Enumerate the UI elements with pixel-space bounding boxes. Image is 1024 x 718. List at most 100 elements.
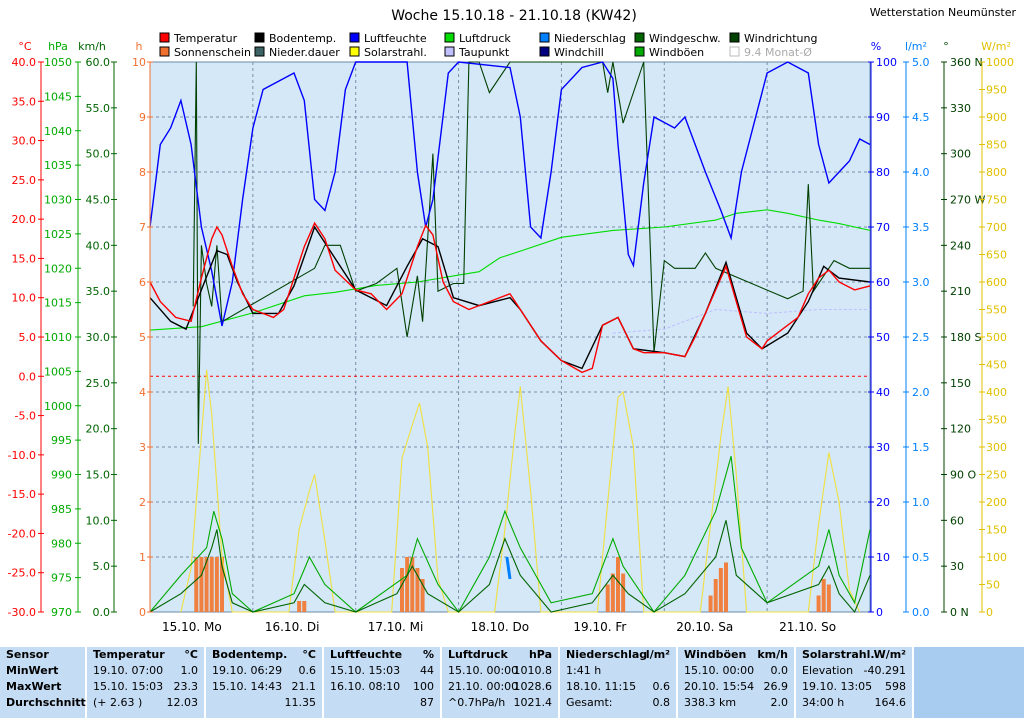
- sunshine-bar: [209, 557, 214, 612]
- axis-tick-label: 600: [986, 276, 1007, 289]
- stats-column: Windböen km/h 15.10. 00:00 0.0 20.10. 15:54 2…: [678, 647, 796, 718]
- legend-label: Nieder.dauer: [269, 46, 340, 59]
- stats-sensor-label: Sensor: [6, 648, 49, 661]
- axis-tick-label: 1050: [44, 56, 72, 69]
- axis-tick-label: 10: [132, 56, 146, 69]
- sunshine-bar: [415, 568, 420, 612]
- stats-cell-time: ^0.7hPa/h: [448, 696, 506, 709]
- axis-tick-label: 15.0: [12, 252, 37, 265]
- axis-tick-label: 850: [986, 139, 1007, 152]
- sunshine-bar: [718, 568, 723, 612]
- legend-label: Windrichtung: [744, 32, 817, 45]
- stats-cell-value: 1.0: [180, 664, 199, 677]
- series-windben: [149, 456, 871, 614]
- axis-tick-label: 40.0: [12, 56, 37, 69]
- axis-tick-label: 30: [950, 560, 964, 573]
- stats-cell-value: -40.291: [863, 664, 906, 677]
- axis-tick-label: 2.5: [912, 331, 930, 344]
- stats-cell-value: 12.03: [166, 696, 199, 709]
- stats-cell-value: 164.6: [874, 696, 907, 709]
- axis-tick-label: 7: [139, 221, 146, 234]
- legend-label: Luftdruck: [459, 32, 511, 45]
- axis-tick-label: -5.0: [15, 410, 36, 423]
- axis-tick-label: 10.0: [86, 514, 111, 527]
- axis-tick-label: 0: [876, 606, 883, 619]
- stats-cell-value: 87: [420, 696, 434, 709]
- axis-tick-label: 550: [986, 304, 1007, 317]
- axis-tick-label: 0.5: [912, 551, 930, 564]
- legend-label: Luftfeuchte: [364, 32, 427, 45]
- axis-tick-label: 100: [876, 56, 897, 69]
- axis-tick-label: 100: [986, 551, 1007, 564]
- stats-cell-time: 19.10. 07:00: [93, 664, 164, 677]
- axis-tick-label: 750: [986, 194, 1007, 207]
- axis-tick-label: 80: [876, 166, 890, 179]
- axis-tick-label: 90: [876, 111, 890, 124]
- axis-unit-direction: °: [943, 40, 949, 53]
- stats-column: Luftdruck hPa 15.10. 00:00 1010.8 21.10. 00:…: [442, 647, 560, 718]
- stats-cell-time: 18.10. 11:15: [566, 680, 637, 693]
- sunshine-bar: [194, 557, 199, 612]
- axis-tick-label: 650: [986, 249, 1007, 262]
- axis-tick-label: 4.0: [912, 166, 930, 179]
- stats-cell-value: 0.6: [298, 664, 317, 677]
- legend-label: Windchill: [554, 46, 604, 59]
- series-luftfeuchte: [149, 61, 871, 327]
- stats-cell-time: 338.3 km: [684, 696, 737, 709]
- axis-tick-label: 240: [950, 239, 971, 252]
- day-label: 15.10. Mo: [162, 620, 222, 634]
- sunshine-bar: [420, 579, 425, 612]
- stats-column: Solarstrahl. W/m² Elevation -40.291 19.10. 1…: [796, 647, 914, 718]
- axis-tick-label: 700: [986, 221, 1007, 234]
- legend-label: Taupunkt: [458, 46, 510, 59]
- axis-tick-label: 1: [139, 551, 146, 564]
- axis-tick-label: 0: [139, 606, 146, 619]
- axes: 40.035.030.025.020.015.010.05.00.0-5.0-1…: [8, 40, 1014, 619]
- stats-cell-time: 1:41 h: [566, 664, 602, 677]
- series-windgeschw: [149, 520, 871, 614]
- axis-tick-label: 35.0: [12, 95, 37, 108]
- axis-tick-label: 1015: [44, 297, 72, 310]
- axis-tick-label: 180 S: [950, 331, 981, 344]
- axis-tick-label: 50: [986, 579, 1000, 592]
- axis-tick-label: 10: [876, 551, 890, 564]
- axis-tick-label: 2: [139, 496, 146, 509]
- series-luftdruck: [149, 209, 871, 331]
- axis-tick-label: 3.5: [912, 221, 930, 234]
- stats-table: Sensor MinWert MaxWert Durchschnitt Temp…: [0, 647, 1024, 718]
- station-name: Wetterstation Neumünster: [870, 6, 1017, 19]
- stats-cell-time: Gesamt:: [566, 696, 613, 709]
- sunshine-bar: [204, 557, 209, 612]
- axis-tick-label: 210: [950, 285, 971, 298]
- axis-tick-label: 300: [986, 441, 1007, 454]
- axis-tick-label: 1045: [44, 90, 72, 103]
- stats-cell-value: 2.0: [770, 696, 789, 709]
- stats-column-title: Temperatur: [93, 648, 165, 661]
- legend-swatch: [159, 32, 170, 43]
- sunshine-bars: [194, 557, 831, 612]
- stats-cell-time: 15.10. 15:03: [330, 664, 401, 677]
- sunshine-bar: [605, 584, 610, 612]
- axis-tick-label: 150: [986, 524, 1007, 537]
- stats-column: Temperatur °C 19.10. 07:00 1.0 15.10. 15:03 2…: [87, 647, 206, 718]
- stats-column-unit: %: [422, 648, 434, 661]
- axis-tick-label: 970: [51, 606, 72, 619]
- axis-tick-label: 55.0: [86, 102, 111, 115]
- axis-unit-temp: °C: [18, 40, 32, 53]
- axis-unit-pressure: hPa: [48, 40, 68, 53]
- axis-tick-label: 1010: [44, 331, 72, 344]
- stats-cell-value: 1021.4: [513, 696, 553, 709]
- axis-tick-label: 990: [51, 469, 72, 482]
- axis-unit-sunhours: h: [136, 40, 143, 53]
- series-windrichtung: [192, 61, 870, 444]
- axis-tick-label: 120: [950, 423, 971, 436]
- axis-tick-label: 300: [950, 148, 971, 161]
- legend-swatch: [634, 32, 645, 43]
- stats-column-title: Luftdruck: [448, 648, 508, 661]
- legend-label: Temperatur: [173, 32, 238, 45]
- series-taupunkt: [612, 308, 870, 334]
- axis-tick-label: 0.0: [93, 606, 111, 619]
- day-label: 18.10. Do: [471, 620, 530, 634]
- stats-cell-value: 598: [885, 680, 906, 693]
- legend-swatch: [254, 32, 265, 43]
